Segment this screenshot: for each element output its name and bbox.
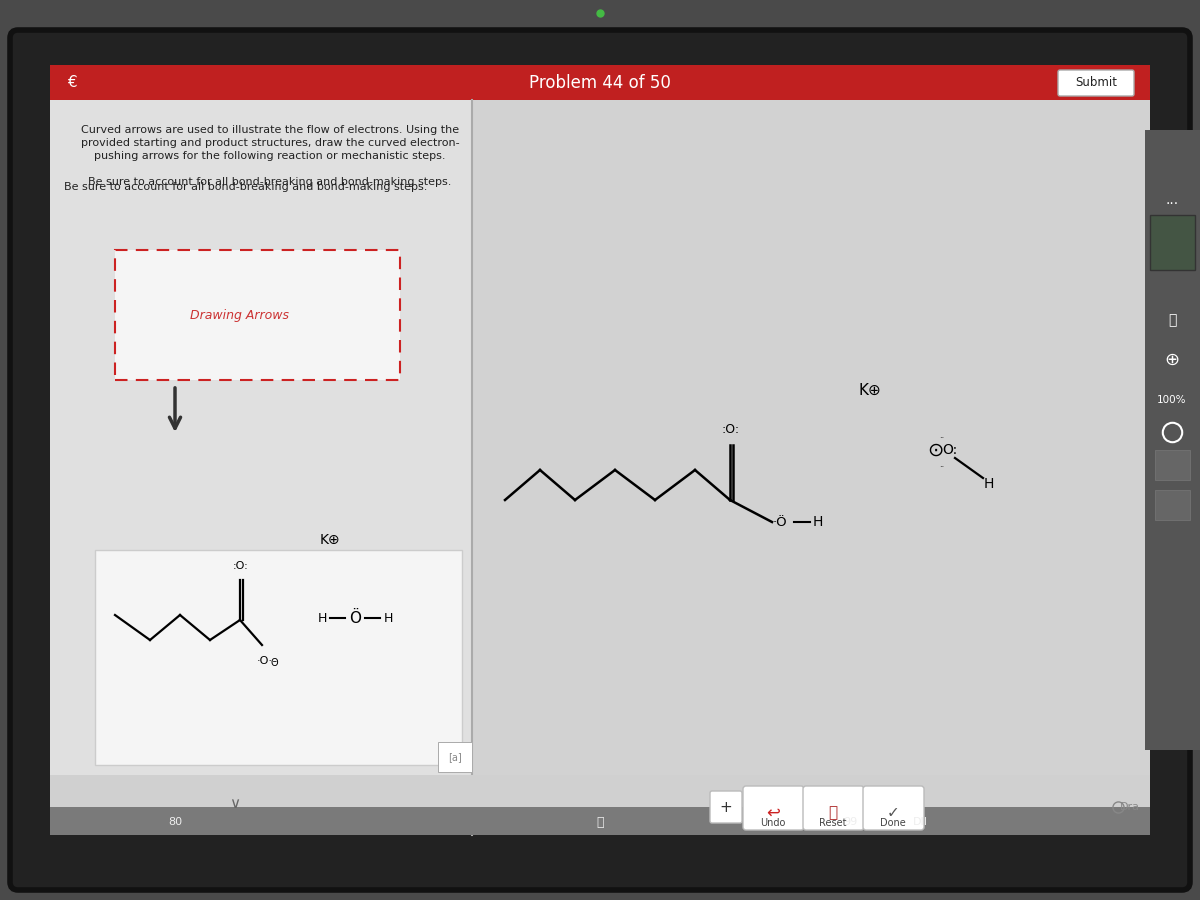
Text: Done: Done bbox=[880, 818, 906, 828]
Bar bbox=[1154, 490, 1190, 520]
Text: Reset: Reset bbox=[820, 818, 847, 828]
Text: :O:: :O: bbox=[722, 423, 740, 436]
Bar bbox=[95, 550, 462, 765]
Bar bbox=[50, 65, 1150, 100]
Text: Be sure to account for all bond-breaking and bond-making steps.: Be sure to account for all bond-breaking… bbox=[89, 177, 451, 187]
Bar bbox=[1150, 215, 1195, 270]
Text: DII: DII bbox=[912, 817, 928, 827]
Text: K⊕: K⊕ bbox=[319, 533, 341, 547]
Bar bbox=[50, 807, 1150, 835]
Text: K⊕: K⊕ bbox=[859, 382, 881, 398]
Bar bbox=[1145, 130, 1200, 750]
FancyBboxPatch shape bbox=[803, 786, 864, 830]
Text: ∨: ∨ bbox=[229, 796, 240, 811]
Text: ..: .. bbox=[940, 431, 944, 440]
Text: provided starting and product structures, draw the curved electron-: provided starting and product structures… bbox=[80, 138, 460, 148]
Text: ·Ö: ·Ö bbox=[773, 516, 787, 528]
Text: Drawing Arrows: Drawing Arrows bbox=[191, 309, 289, 321]
Text: :O:: :O: bbox=[233, 561, 248, 571]
FancyBboxPatch shape bbox=[10, 30, 1190, 890]
Text: Be sure to account for all bond-breaking and bond-making steps.: Be sure to account for all bond-breaking… bbox=[65, 182, 427, 192]
FancyBboxPatch shape bbox=[863, 786, 924, 830]
Text: ..: .. bbox=[940, 460, 944, 469]
Text: O:: O: bbox=[942, 443, 958, 457]
Text: ↩: ↩ bbox=[766, 804, 780, 822]
Text: 🗑: 🗑 bbox=[828, 806, 838, 821]
Text: Submit: Submit bbox=[1075, 76, 1117, 89]
Text: 99: 99 bbox=[842, 817, 857, 827]
Text: Θ: Θ bbox=[270, 658, 278, 668]
Text: ✓: ✓ bbox=[887, 806, 899, 821]
Text: Undo: Undo bbox=[761, 818, 786, 828]
Bar bbox=[50, 65, 1150, 835]
Text: ·O·: ·O· bbox=[257, 656, 274, 666]
Text: 80: 80 bbox=[168, 817, 182, 827]
Text: Dra: Dra bbox=[1120, 802, 1140, 812]
Text: Ö: Ö bbox=[349, 610, 361, 626]
Text: €: € bbox=[67, 75, 77, 90]
Text: [a]: [a] bbox=[448, 752, 462, 762]
FancyBboxPatch shape bbox=[710, 791, 742, 823]
Text: H: H bbox=[383, 611, 392, 625]
Text: Curved arrows are used to illustrate the flow of electrons. Using the: Curved arrows are used to illustrate the… bbox=[80, 125, 460, 135]
FancyBboxPatch shape bbox=[743, 786, 804, 830]
Text: ...: ... bbox=[1165, 193, 1178, 207]
Text: 🔍: 🔍 bbox=[596, 815, 604, 829]
Text: H: H bbox=[812, 515, 823, 529]
Text: 100%: 100% bbox=[1157, 395, 1187, 405]
FancyBboxPatch shape bbox=[115, 250, 400, 380]
Text: pushing arrows for the following reaction or mechanistic steps.: pushing arrows for the following reactio… bbox=[95, 151, 445, 161]
Bar bbox=[472, 100, 1150, 835]
Text: H: H bbox=[984, 477, 994, 491]
Bar bbox=[50, 100, 472, 835]
Text: ⊕: ⊕ bbox=[1164, 351, 1180, 369]
Bar bbox=[1154, 450, 1190, 480]
Text: H: H bbox=[317, 611, 326, 625]
FancyBboxPatch shape bbox=[1058, 70, 1134, 96]
Text: ⊙: ⊙ bbox=[926, 440, 943, 460]
Text: Problem 44 of 50: Problem 44 of 50 bbox=[529, 74, 671, 92]
Bar bbox=[50, 775, 1150, 835]
Text: 🔒: 🔒 bbox=[1168, 313, 1176, 327]
Text: +: + bbox=[720, 799, 732, 815]
